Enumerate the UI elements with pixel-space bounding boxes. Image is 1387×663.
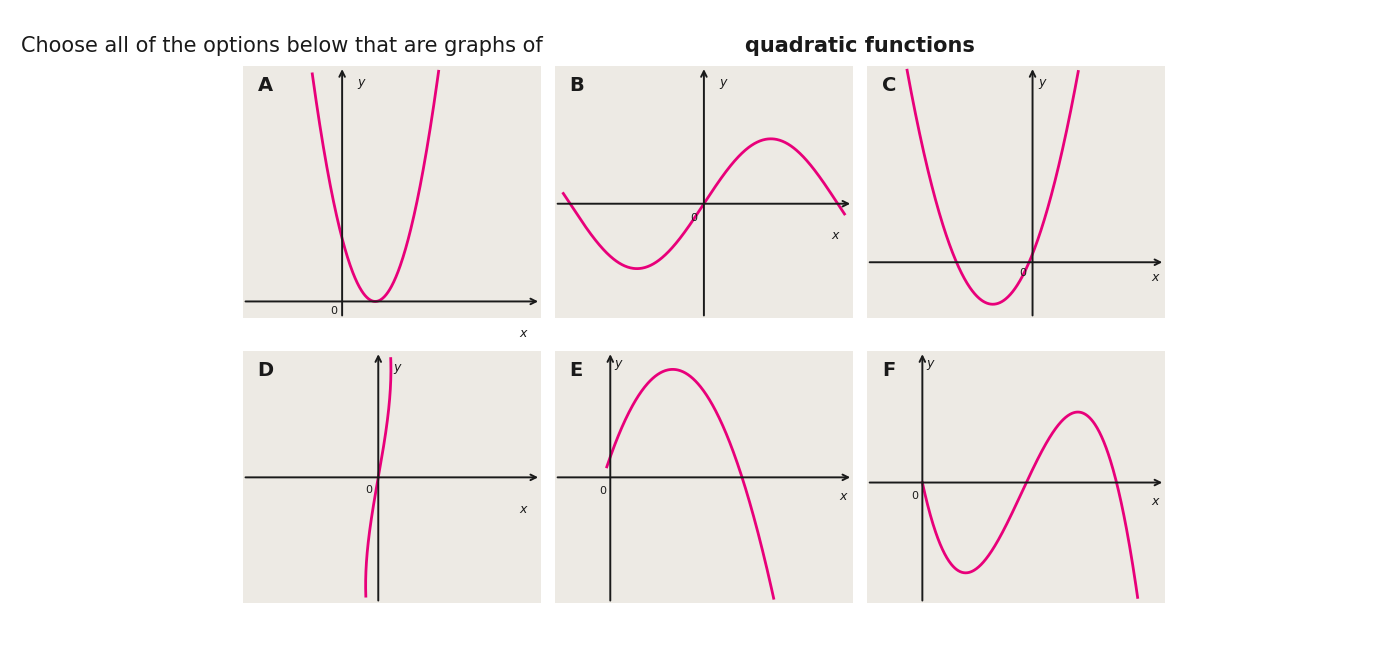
Text: x: x — [1151, 271, 1158, 284]
Text: x: x — [519, 327, 527, 339]
Text: 0: 0 — [365, 485, 372, 495]
Text: Choose all of the options below that are graphs of: Choose all of the options below that are… — [21, 36, 549, 56]
Text: B: B — [570, 76, 584, 95]
Text: E: E — [570, 361, 583, 381]
Text: 0: 0 — [1019, 268, 1026, 278]
Text: 0: 0 — [911, 491, 918, 501]
Text: 0: 0 — [599, 487, 606, 497]
Text: C: C — [882, 76, 896, 95]
Text: y: y — [927, 357, 933, 369]
Text: quadratic functions: quadratic functions — [745, 36, 975, 56]
Text: A: A — [258, 76, 273, 95]
Text: y: y — [718, 76, 727, 90]
Text: y: y — [1037, 76, 1046, 89]
Text: F: F — [882, 361, 895, 381]
Text: x: x — [831, 229, 839, 242]
Text: .: . — [936, 36, 943, 56]
Text: 0: 0 — [691, 213, 698, 223]
Text: x: x — [1151, 495, 1158, 508]
Text: D: D — [258, 361, 273, 381]
Text: 0: 0 — [330, 306, 337, 316]
Text: y: y — [393, 361, 401, 375]
Text: y: y — [614, 357, 621, 370]
Text: x: x — [839, 490, 846, 503]
Text: x: x — [519, 503, 527, 516]
Text: y: y — [356, 76, 365, 90]
